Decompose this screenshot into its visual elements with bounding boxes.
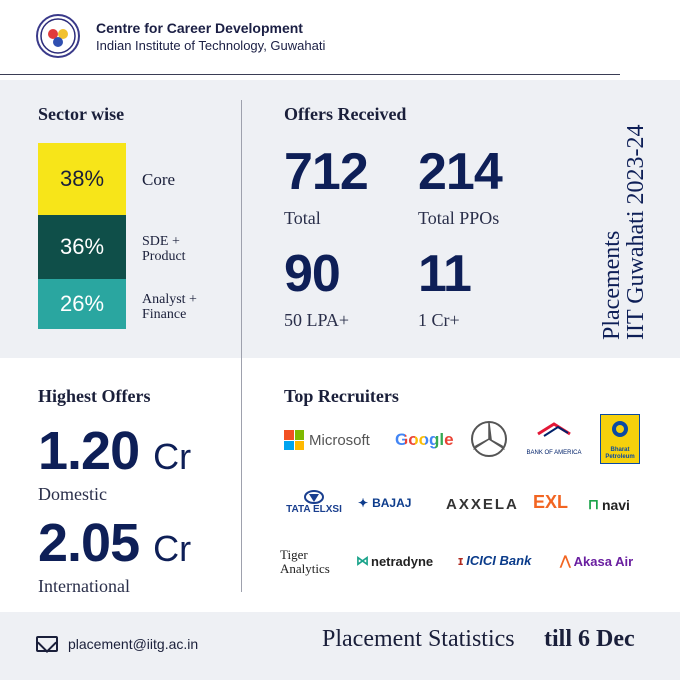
akasa-icon: ⋀ xyxy=(560,553,571,568)
bajaj-icon: ✦ xyxy=(358,496,369,510)
tata-icon xyxy=(304,490,324,504)
offers-1cr-value: 11 xyxy=(418,245,472,303)
sector-sde-label-line2: Product xyxy=(142,249,186,264)
recruiter-tata-elxsi-text: TATA ELXSI xyxy=(286,504,342,515)
vertical-divider xyxy=(241,100,242,592)
recruiter-tiger-analytics: Tiger Analytics xyxy=(280,547,330,576)
footer-date: till 6 Dec xyxy=(544,626,635,652)
recruiter-akasa: ⋀ Akasa Air xyxy=(560,553,633,569)
recruiter-bank-of-america-text: BANK OF AMERICA xyxy=(526,450,582,456)
recruiter-bajaj-text: BAJAJ xyxy=(372,496,412,510)
side-title-line2: IIT Guwahati 2023-24 xyxy=(623,124,649,340)
offers-ppo-label: Total PPOs xyxy=(418,208,500,228)
bharat-petroleum-icon xyxy=(612,421,628,437)
sector-analyst-label-line2: Finance xyxy=(142,307,187,322)
offers-1cr-label: 1 Cr+ xyxy=(418,310,460,330)
international-value: 2.05 xyxy=(38,513,140,573)
recruiter-netradyne: ⋈ netradyne xyxy=(356,553,433,569)
recruiter-bank-of-america: BANK OF AMERICA xyxy=(522,420,586,456)
domestic-value: 1.20 xyxy=(38,421,140,481)
recruiter-netradyne-text: netradyne xyxy=(371,553,434,569)
recruiter-google: Google xyxy=(395,430,454,450)
recruiter-exl-text: EXL xyxy=(533,492,569,512)
domestic-label: Domestic xyxy=(38,484,107,504)
sector-analyst-block: 26% xyxy=(38,279,126,329)
side-title-line1: Placements xyxy=(599,230,625,340)
recruiter-axxela-text: AXXELA xyxy=(446,496,519,513)
recruiter-exl: EXL xyxy=(533,492,568,513)
microsoft-icon xyxy=(284,430,304,450)
sector-core-label: Core xyxy=(142,170,176,189)
recruiter-bharat-petroleum-text: Bharat Petroleum xyxy=(605,447,635,460)
sector-sde-label: SDE + Product xyxy=(142,234,186,264)
domestic-offer: 1.20 Cr xyxy=(38,420,191,482)
offers-50lpa-value: 90 xyxy=(284,245,341,303)
recruiters-title: Top Recruiters xyxy=(284,386,399,406)
highest-title: Highest Offers xyxy=(38,386,151,406)
recruiter-akasa-text: Akasa Air xyxy=(573,553,634,569)
iitg-ccd-logo xyxy=(36,14,80,58)
netradyne-icon: ⋈ xyxy=(356,553,369,568)
placement-email[interactable]: placement@iitg.ac.in xyxy=(68,636,199,652)
recruiter-bharat-petroleum: Bharat Petroleum xyxy=(600,414,640,464)
recruiter-microsoft-text: Microsoft xyxy=(309,431,370,449)
recruiter-icici: ɪ ICICI Bank xyxy=(458,553,531,568)
recruiter-navi: ⊓ navi xyxy=(588,496,630,513)
side-title: Placements IIT Guwahati 2023-24 xyxy=(599,100,650,340)
recruiter-navi-text: navi xyxy=(601,496,630,513)
offers-title: Offers Received xyxy=(284,104,407,124)
side-title-text: Placements IIT Guwahati 2023-24 xyxy=(599,100,650,340)
recruiter-microsoft: Microsoft xyxy=(284,430,370,450)
logo-emblem-icon xyxy=(40,18,76,54)
international-unit: Cr xyxy=(153,528,192,569)
recruiter-icici-text: ICICI Bank xyxy=(466,553,532,568)
international-label: International xyxy=(38,576,130,596)
header-divider xyxy=(0,74,620,75)
sector-title: Sector wise xyxy=(38,104,125,124)
mail-icon xyxy=(36,636,58,652)
footer-statement: Placement Statistics xyxy=(322,626,515,652)
sector-analyst-label: Analyst + Finance xyxy=(142,292,197,322)
icici-icon: ɪ xyxy=(458,553,464,568)
sector-sde-label-line1: SDE + xyxy=(142,234,180,249)
offers-total-value: 712 xyxy=(284,143,369,201)
org-name: Centre for Career Development xyxy=(96,20,303,36)
footer-panel xyxy=(0,612,680,680)
offers-50lpa-label: 50 LPA+ xyxy=(284,310,350,330)
domestic-unit: Cr xyxy=(153,436,192,477)
recruiter-google-text: Google xyxy=(395,430,454,449)
recruiter-mercedes xyxy=(470,420,508,463)
institute-name: Indian Institute of Technology, Guwahati xyxy=(96,38,326,53)
international-offer: 2.05 Cr xyxy=(38,512,191,574)
offers-total-label: Total xyxy=(284,208,321,228)
navi-icon: ⊓ xyxy=(588,496,599,512)
sector-analyst-label-line1: Analyst + xyxy=(142,292,197,307)
mercedes-icon xyxy=(471,421,507,457)
bank-of-america-flag-icon xyxy=(537,422,571,437)
recruiter-tata-elxsi: TATA ELXSI xyxy=(284,490,344,515)
offers-ppo-value: 214 xyxy=(418,143,503,201)
recruiter-bajaj: ✦ BAJAJ xyxy=(358,496,411,510)
recruiter-axxela: AXXELA xyxy=(446,496,519,513)
sector-sde-block: 36% xyxy=(38,215,126,279)
sector-core-block: 38% xyxy=(38,143,126,215)
